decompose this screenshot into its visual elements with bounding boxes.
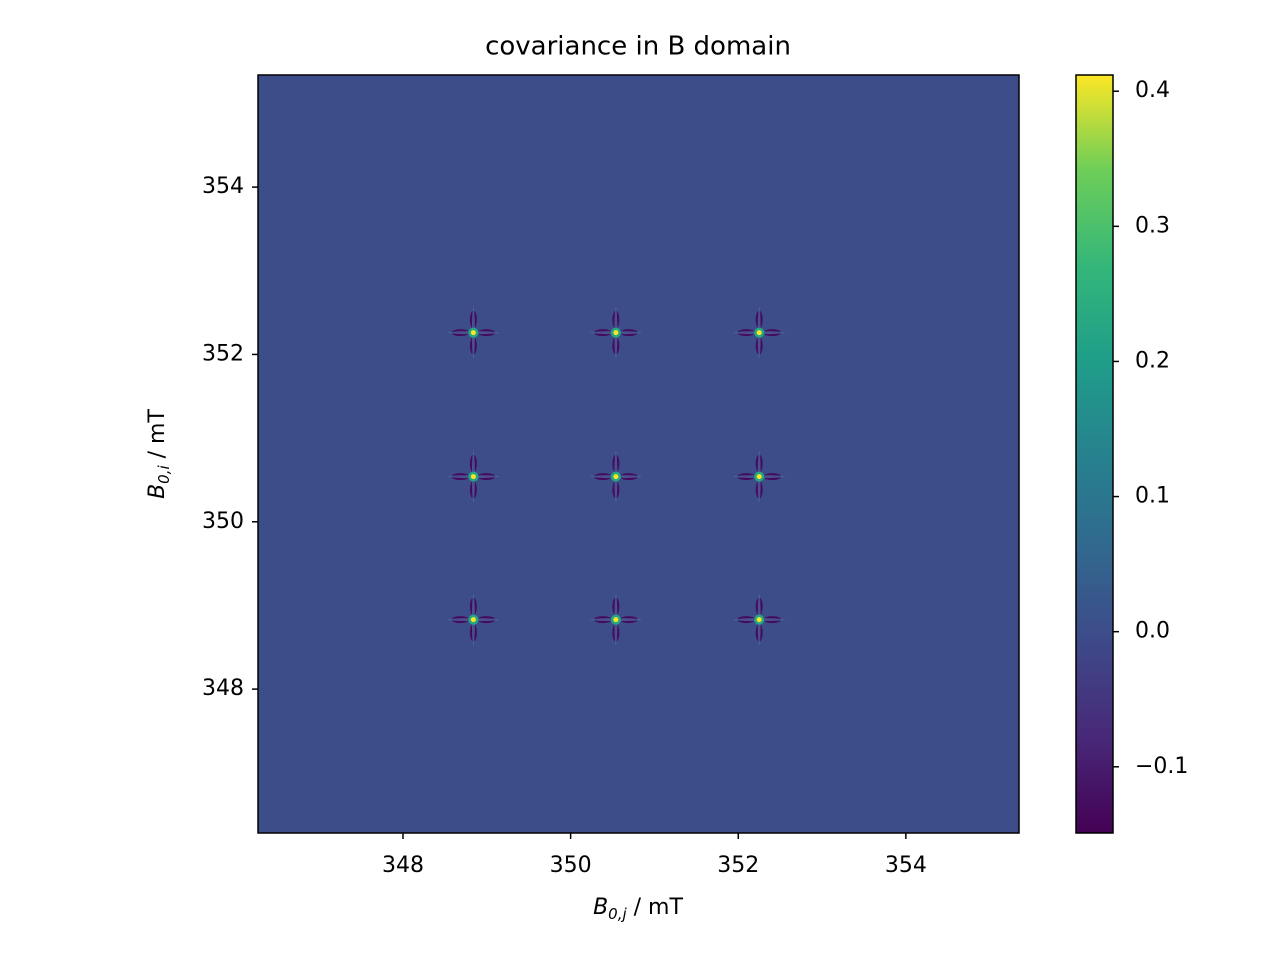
y-tick-label: 354 — [202, 174, 244, 199]
colorbar-tick-label: 0.3 — [1135, 213, 1170, 238]
x-tick-label: 354 — [885, 853, 927, 878]
peak — [447, 593, 500, 646]
heatmap-background — [258, 75, 1019, 833]
peak-center — [756, 617, 762, 623]
x-tick-label: 348 — [382, 853, 424, 878]
y-label-symbol: B — [145, 484, 170, 499]
y-label-subscript: 0,i — [155, 465, 173, 484]
y-tick-label: 348 — [202, 676, 244, 701]
x-label-symbol: B — [593, 895, 608, 920]
peak — [447, 450, 500, 503]
peak — [589, 593, 642, 646]
peak-center — [756, 474, 762, 480]
peak — [589, 450, 642, 503]
chart-title: covariance in B domain — [485, 32, 791, 62]
peak-center — [613, 474, 619, 480]
x-label-subscript: 0,j — [608, 905, 627, 923]
colorbar-tick-label: 0.2 — [1135, 348, 1170, 373]
x-label-unit: / mT — [627, 895, 684, 920]
y-tick-label: 352 — [202, 341, 244, 366]
peak — [447, 306, 500, 359]
peak — [733, 450, 786, 503]
peak-center — [470, 474, 476, 480]
peak — [733, 306, 786, 359]
x-axis-label: B0,j / mT — [593, 895, 683, 923]
peak-center — [613, 617, 619, 623]
peak-center — [470, 330, 476, 336]
peak — [733, 593, 786, 646]
x-tick-label: 352 — [717, 853, 759, 878]
colorbar-tick-label: 0.1 — [1135, 484, 1170, 509]
colorbar — [1075, 74, 1114, 834]
peak-center — [470, 617, 476, 623]
colorbar-tick-label: 0.4 — [1135, 78, 1170, 103]
y-label-unit: / mT — [145, 409, 170, 466]
y-tick-label: 350 — [202, 509, 244, 534]
x-tick-label: 350 — [550, 853, 592, 878]
y-axis-label: B0,i / mT — [145, 409, 173, 499]
peak — [589, 306, 642, 359]
peak-center — [613, 330, 619, 336]
colorbar-tick-label: −0.1 — [1135, 754, 1188, 779]
colorbar-tick-label: 0.0 — [1135, 619, 1170, 644]
plot-frame — [257, 74, 1020, 834]
peak-center — [756, 330, 762, 336]
